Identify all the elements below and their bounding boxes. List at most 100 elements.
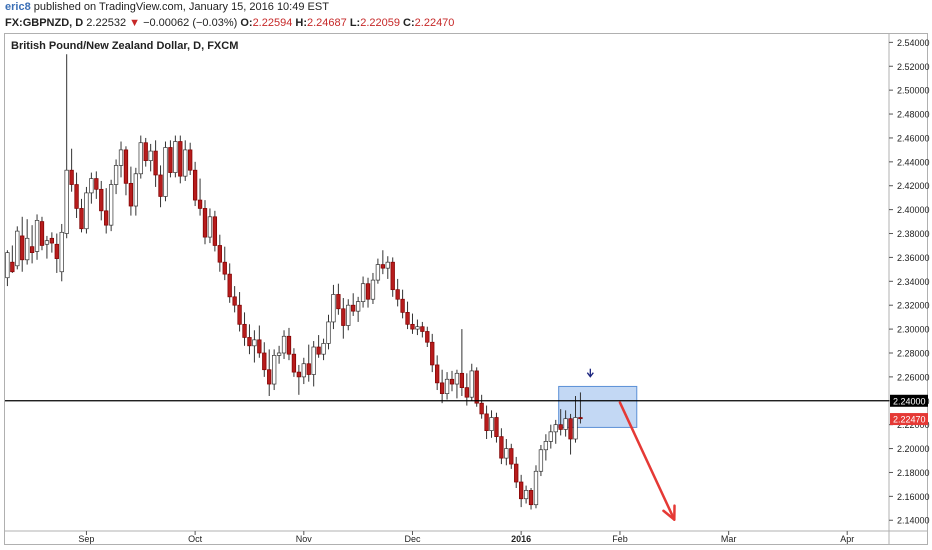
candle-body bbox=[222, 261, 227, 275]
candle-body bbox=[143, 142, 148, 161]
candle-body bbox=[494, 417, 499, 437]
candle-body bbox=[281, 335, 287, 354]
candle-body bbox=[360, 283, 366, 302]
candle-body bbox=[89, 178, 94, 194]
red-arrow-icon-head bbox=[662, 504, 676, 521]
candle-body bbox=[64, 169, 69, 234]
time-tick-label: Dec bbox=[404, 534, 421, 544]
candle-body bbox=[163, 147, 168, 197]
last-price-label: 2.22470 bbox=[893, 415, 926, 425]
candle-body bbox=[188, 149, 193, 171]
candle-body bbox=[420, 326, 425, 332]
candle-body bbox=[20, 235, 25, 261]
candle-body bbox=[29, 246, 35, 253]
candle-body bbox=[563, 418, 568, 430]
down-triangle-icon: ▼ bbox=[129, 17, 141, 29]
candle-body bbox=[173, 141, 178, 173]
candle-body bbox=[489, 417, 494, 431]
price-tick-label: 2.16000 bbox=[897, 492, 930, 502]
candle-body bbox=[232, 296, 237, 306]
candle-body bbox=[395, 289, 400, 300]
candle-body bbox=[128, 182, 134, 207]
time-tick-label: Mar bbox=[721, 534, 737, 544]
candle-body bbox=[118, 149, 124, 166]
candle-body bbox=[479, 402, 484, 415]
candle-body bbox=[267, 369, 272, 385]
candle-body bbox=[331, 294, 336, 323]
candle-body bbox=[168, 147, 173, 173]
candle-body bbox=[54, 243, 59, 259]
price-tick-label: 2.14000 bbox=[897, 516, 930, 526]
candle-body bbox=[207, 216, 213, 238]
candle-body bbox=[123, 149, 129, 184]
last-price-tag bbox=[890, 413, 928, 426]
candle-body bbox=[321, 343, 326, 355]
chart-frame[interactable] bbox=[4, 33, 928, 545]
candle-body bbox=[94, 178, 99, 190]
header-bar: eric8 published on TradingView.com, Janu… bbox=[0, 0, 932, 32]
published-text: published on TradingView.com, January 15… bbox=[30, 1, 329, 13]
price-tick-label: 2.52000 bbox=[897, 62, 930, 72]
red-arrow-icon bbox=[618, 401, 676, 521]
high-value: 2.24687 bbox=[307, 17, 347, 29]
candle-body bbox=[178, 141, 183, 177]
candle-body bbox=[543, 441, 549, 451]
time-tick-label: Oct bbox=[188, 534, 203, 544]
price-tick-label: 2.50000 bbox=[897, 86, 930, 96]
price-tick-label: 2.22000 bbox=[897, 420, 930, 430]
candle-body bbox=[558, 424, 563, 430]
candle-body bbox=[301, 363, 306, 378]
candle-body bbox=[444, 378, 450, 394]
candle-body bbox=[425, 331, 430, 343]
candle-body bbox=[400, 298, 405, 313]
candle-body bbox=[578, 417, 583, 420]
candle-body bbox=[296, 371, 302, 378]
candle-body bbox=[469, 370, 474, 398]
candle-body bbox=[197, 199, 203, 209]
price-tick-label: 2.26000 bbox=[897, 372, 930, 382]
price-change: −0.00062 (−0.03%) bbox=[143, 17, 238, 29]
candle-body bbox=[326, 321, 331, 344]
symbol-label: FX:GBPNZD, D bbox=[5, 17, 84, 29]
candle-body bbox=[148, 150, 153, 161]
close-label: C: bbox=[403, 17, 415, 29]
candle-body bbox=[464, 387, 469, 398]
candle-body bbox=[286, 335, 292, 355]
low-label: L: bbox=[349, 17, 361, 29]
candle-body bbox=[509, 448, 514, 465]
candle-body bbox=[514, 463, 519, 483]
candle-body bbox=[430, 341, 435, 366]
candle-body bbox=[474, 370, 479, 404]
candle-body bbox=[183, 149, 188, 177]
candle-body bbox=[79, 208, 84, 230]
candle-body bbox=[59, 231, 64, 273]
price-tick-label: 2.38000 bbox=[897, 229, 930, 239]
close-value: 2.22470 bbox=[414, 17, 455, 29]
candle-body bbox=[375, 264, 381, 281]
candle-body bbox=[49, 237, 55, 244]
candle-body bbox=[351, 304, 356, 312]
candle-body bbox=[385, 261, 390, 269]
candle-body bbox=[108, 184, 114, 226]
candle-body bbox=[242, 323, 247, 338]
candle-body bbox=[499, 436, 504, 459]
open-label: O: bbox=[240, 17, 253, 29]
candle-body bbox=[74, 184, 79, 209]
candle-body bbox=[212, 216, 218, 246]
candle-body bbox=[523, 490, 529, 500]
username-link[interactable]: eric8 bbox=[5, 1, 31, 13]
candle-body bbox=[247, 337, 252, 347]
candle-body bbox=[113, 165, 119, 185]
candle-body bbox=[262, 352, 267, 371]
price-tick-label: 2.42000 bbox=[897, 181, 930, 191]
candle-body bbox=[538, 449, 544, 472]
candle-body bbox=[519, 481, 524, 500]
price-tick-label: 2.44000 bbox=[897, 157, 930, 167]
candle-body bbox=[548, 431, 553, 442]
candle-body bbox=[44, 240, 50, 245]
candle-body bbox=[435, 364, 440, 384]
price-tick-label: 2.48000 bbox=[897, 110, 930, 120]
time-tick-label: Nov bbox=[296, 534, 313, 544]
time-tick-label: Feb bbox=[612, 534, 628, 544]
